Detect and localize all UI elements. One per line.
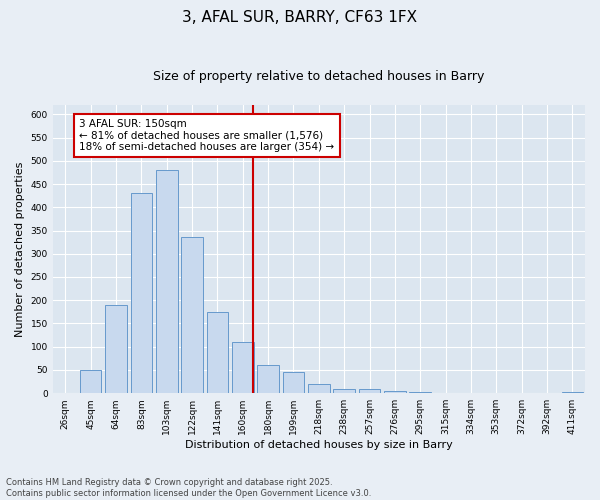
Text: 3 AFAL SUR: 150sqm
← 81% of detached houses are smaller (1,576)
18% of semi-deta: 3 AFAL SUR: 150sqm ← 81% of detached hou…	[79, 119, 334, 152]
Y-axis label: Number of detached properties: Number of detached properties	[15, 162, 25, 337]
Bar	[181, 238, 203, 393]
Bar	[334, 388, 355, 393]
Bar	[308, 384, 329, 393]
Bar	[80, 370, 101, 393]
Bar	[384, 391, 406, 393]
Bar	[131, 194, 152, 393]
Title: Size of property relative to detached houses in Barry: Size of property relative to detached ho…	[153, 70, 485, 83]
Bar	[105, 305, 127, 393]
X-axis label: Distribution of detached houses by size in Barry: Distribution of detached houses by size …	[185, 440, 453, 450]
Text: 3, AFAL SUR, BARRY, CF63 1FX: 3, AFAL SUR, BARRY, CF63 1FX	[182, 10, 418, 25]
Bar	[359, 388, 380, 393]
Bar	[232, 342, 254, 393]
Bar	[562, 392, 583, 393]
Text: Contains HM Land Registry data © Crown copyright and database right 2025.
Contai: Contains HM Land Registry data © Crown c…	[6, 478, 371, 498]
Bar	[156, 170, 178, 393]
Bar	[283, 372, 304, 393]
Bar	[257, 366, 279, 393]
Bar	[206, 312, 228, 393]
Bar	[409, 392, 431, 393]
